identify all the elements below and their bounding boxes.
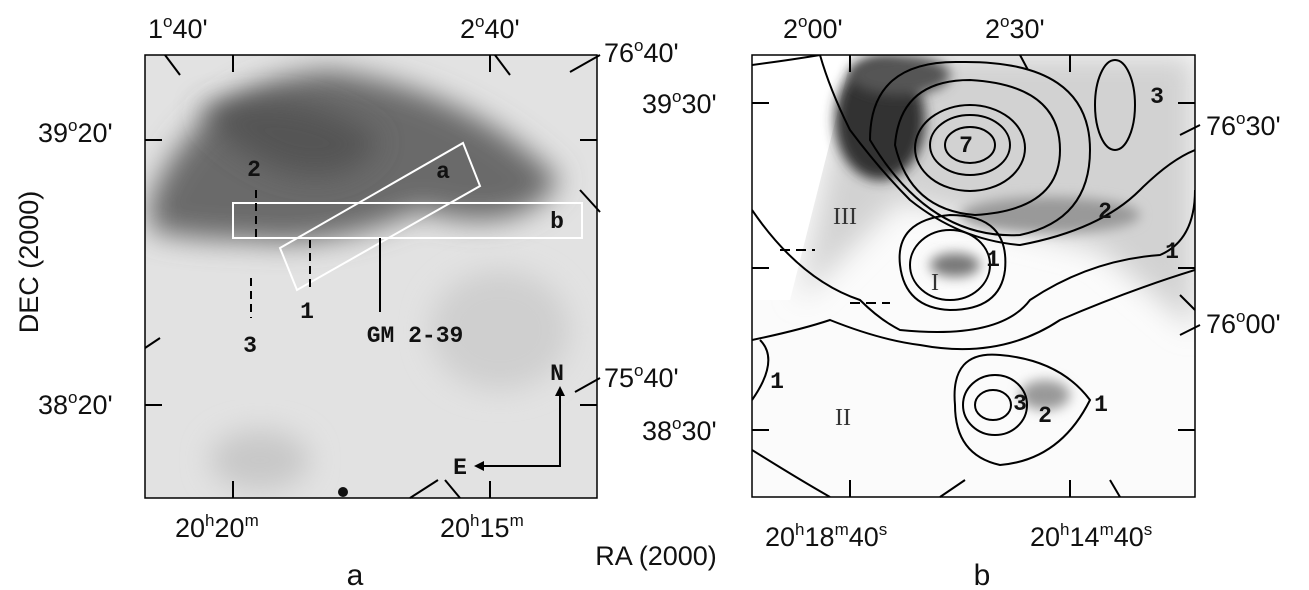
label-part: 39: [642, 89, 672, 119]
label-part: 76: [1206, 111, 1236, 141]
coordinate-label: 2o30': [985, 12, 1045, 44]
annotation: N: [550, 361, 564, 387]
label-part: 30': [682, 416, 717, 446]
label-part: 14: [1070, 522, 1100, 552]
panel-a-image: [145, 55, 597, 498]
label-part: 39: [38, 118, 68, 148]
label-part: 40': [644, 363, 679, 393]
label-part: 2: [460, 14, 475, 44]
label-part: 20: [1030, 522, 1060, 552]
contour-label: 3: [1013, 391, 1027, 417]
coordinate-label: 76o00': [1206, 307, 1281, 339]
label-part: 40': [173, 14, 208, 44]
label-part: o: [634, 36, 643, 55]
label-part: 20: [440, 513, 470, 543]
label-part: m: [1100, 520, 1114, 539]
region-label: II: [835, 405, 851, 431]
label-part: o: [68, 116, 77, 135]
label-part: 20: [175, 513, 205, 543]
coordinate-label: 76o30': [1206, 109, 1281, 141]
coordinate-label: 39o30': [642, 87, 717, 119]
label-part: o: [1236, 307, 1245, 326]
panel-b-image: [752, 55, 1195, 497]
label-part: 30': [682, 89, 717, 119]
coordinate-label: 76o40': [604, 36, 679, 68]
label-part: 20': [78, 118, 113, 148]
label-part: 18: [805, 522, 835, 552]
label-part: 75: [604, 363, 634, 393]
label-part: 20: [765, 522, 795, 552]
label-part: 2: [985, 14, 1000, 44]
contour-label: 1: [1094, 392, 1108, 418]
region-label: I: [931, 270, 939, 296]
contour-label: 2: [1038, 403, 1052, 429]
panel-letter: b: [974, 559, 991, 590]
label-part: 76: [1206, 309, 1236, 339]
coordinate-label: 38o20': [38, 388, 113, 420]
label-part: 40': [644, 38, 679, 68]
contour-label: 1: [1165, 239, 1179, 265]
label-part: 20: [215, 513, 245, 543]
coordinate-label: 39o20': [38, 116, 113, 148]
label-part: o: [1000, 12, 1009, 31]
contour-label: 1: [770, 369, 784, 395]
ra-axis-label: RA (2000): [595, 541, 717, 571]
dec-axis-label: DEC (2000): [14, 191, 44, 334]
label-part: h: [470, 511, 479, 530]
label-part: o: [798, 12, 807, 31]
label-part: 40: [849, 522, 879, 552]
coordinate-label: 75o40': [604, 361, 679, 393]
panel-letter: a: [347, 559, 364, 590]
contour-label: 1: [986, 247, 1000, 273]
annotation: E: [453, 455, 467, 481]
coordinate-label: 2o40': [460, 12, 520, 44]
label-part: o: [672, 414, 681, 433]
label-part: 30': [1010, 14, 1045, 44]
contour-label: 7: [959, 133, 973, 159]
label-part: o: [163, 12, 172, 31]
figure: DEC (2000)RA (2000)ab1o40'2o40'76o40'39o…: [0, 0, 1309, 590]
label-part: 38: [642, 416, 672, 446]
label-part: 00': [808, 14, 843, 44]
annotation: a: [436, 159, 450, 185]
label-part: m: [510, 511, 524, 530]
label-part: 1: [148, 14, 163, 44]
label-part: m: [245, 511, 259, 530]
annotation: 3: [243, 333, 257, 359]
annotation: 1: [300, 299, 314, 325]
label-part: 00': [1246, 309, 1281, 339]
label-part: s: [1144, 520, 1153, 539]
annotation: 2: [247, 157, 261, 183]
annotation: b: [550, 209, 564, 235]
label-part: 20': [78, 390, 113, 420]
coordinate-label: 20h18m40s: [765, 520, 887, 552]
label-part: 30': [1246, 111, 1281, 141]
label-part: 38: [38, 390, 68, 420]
label-part: h: [205, 511, 214, 530]
label-part: o: [634, 361, 643, 380]
label-part: 40: [1114, 522, 1144, 552]
region-label: III: [833, 204, 857, 230]
coordinate-label: 2o00': [783, 12, 843, 44]
coordinate-label: 20h15m: [440, 511, 524, 543]
coordinate-label: 38o30': [642, 414, 717, 446]
label-part: h: [1060, 520, 1069, 539]
label-part: m: [835, 520, 849, 539]
coordinate-label: 20h14m40s: [1030, 520, 1152, 552]
contour-label: 3: [1150, 84, 1164, 110]
label-part: o: [68, 388, 77, 407]
coordinate-label: 20h20m: [175, 511, 259, 543]
contour-label: 2: [1098, 199, 1112, 225]
label-part: 15: [480, 513, 510, 543]
label-part: s: [879, 520, 888, 539]
label-part: o: [672, 87, 681, 106]
label-part: o: [1236, 109, 1245, 128]
label-part: 40': [485, 14, 520, 44]
label-part: h: [795, 520, 804, 539]
label-part: 2: [783, 14, 798, 44]
annotation: GM 2-39: [367, 323, 464, 349]
label-part: o: [475, 12, 484, 31]
label-part: 76: [604, 38, 634, 68]
coordinate-label: 1o40': [148, 12, 208, 44]
